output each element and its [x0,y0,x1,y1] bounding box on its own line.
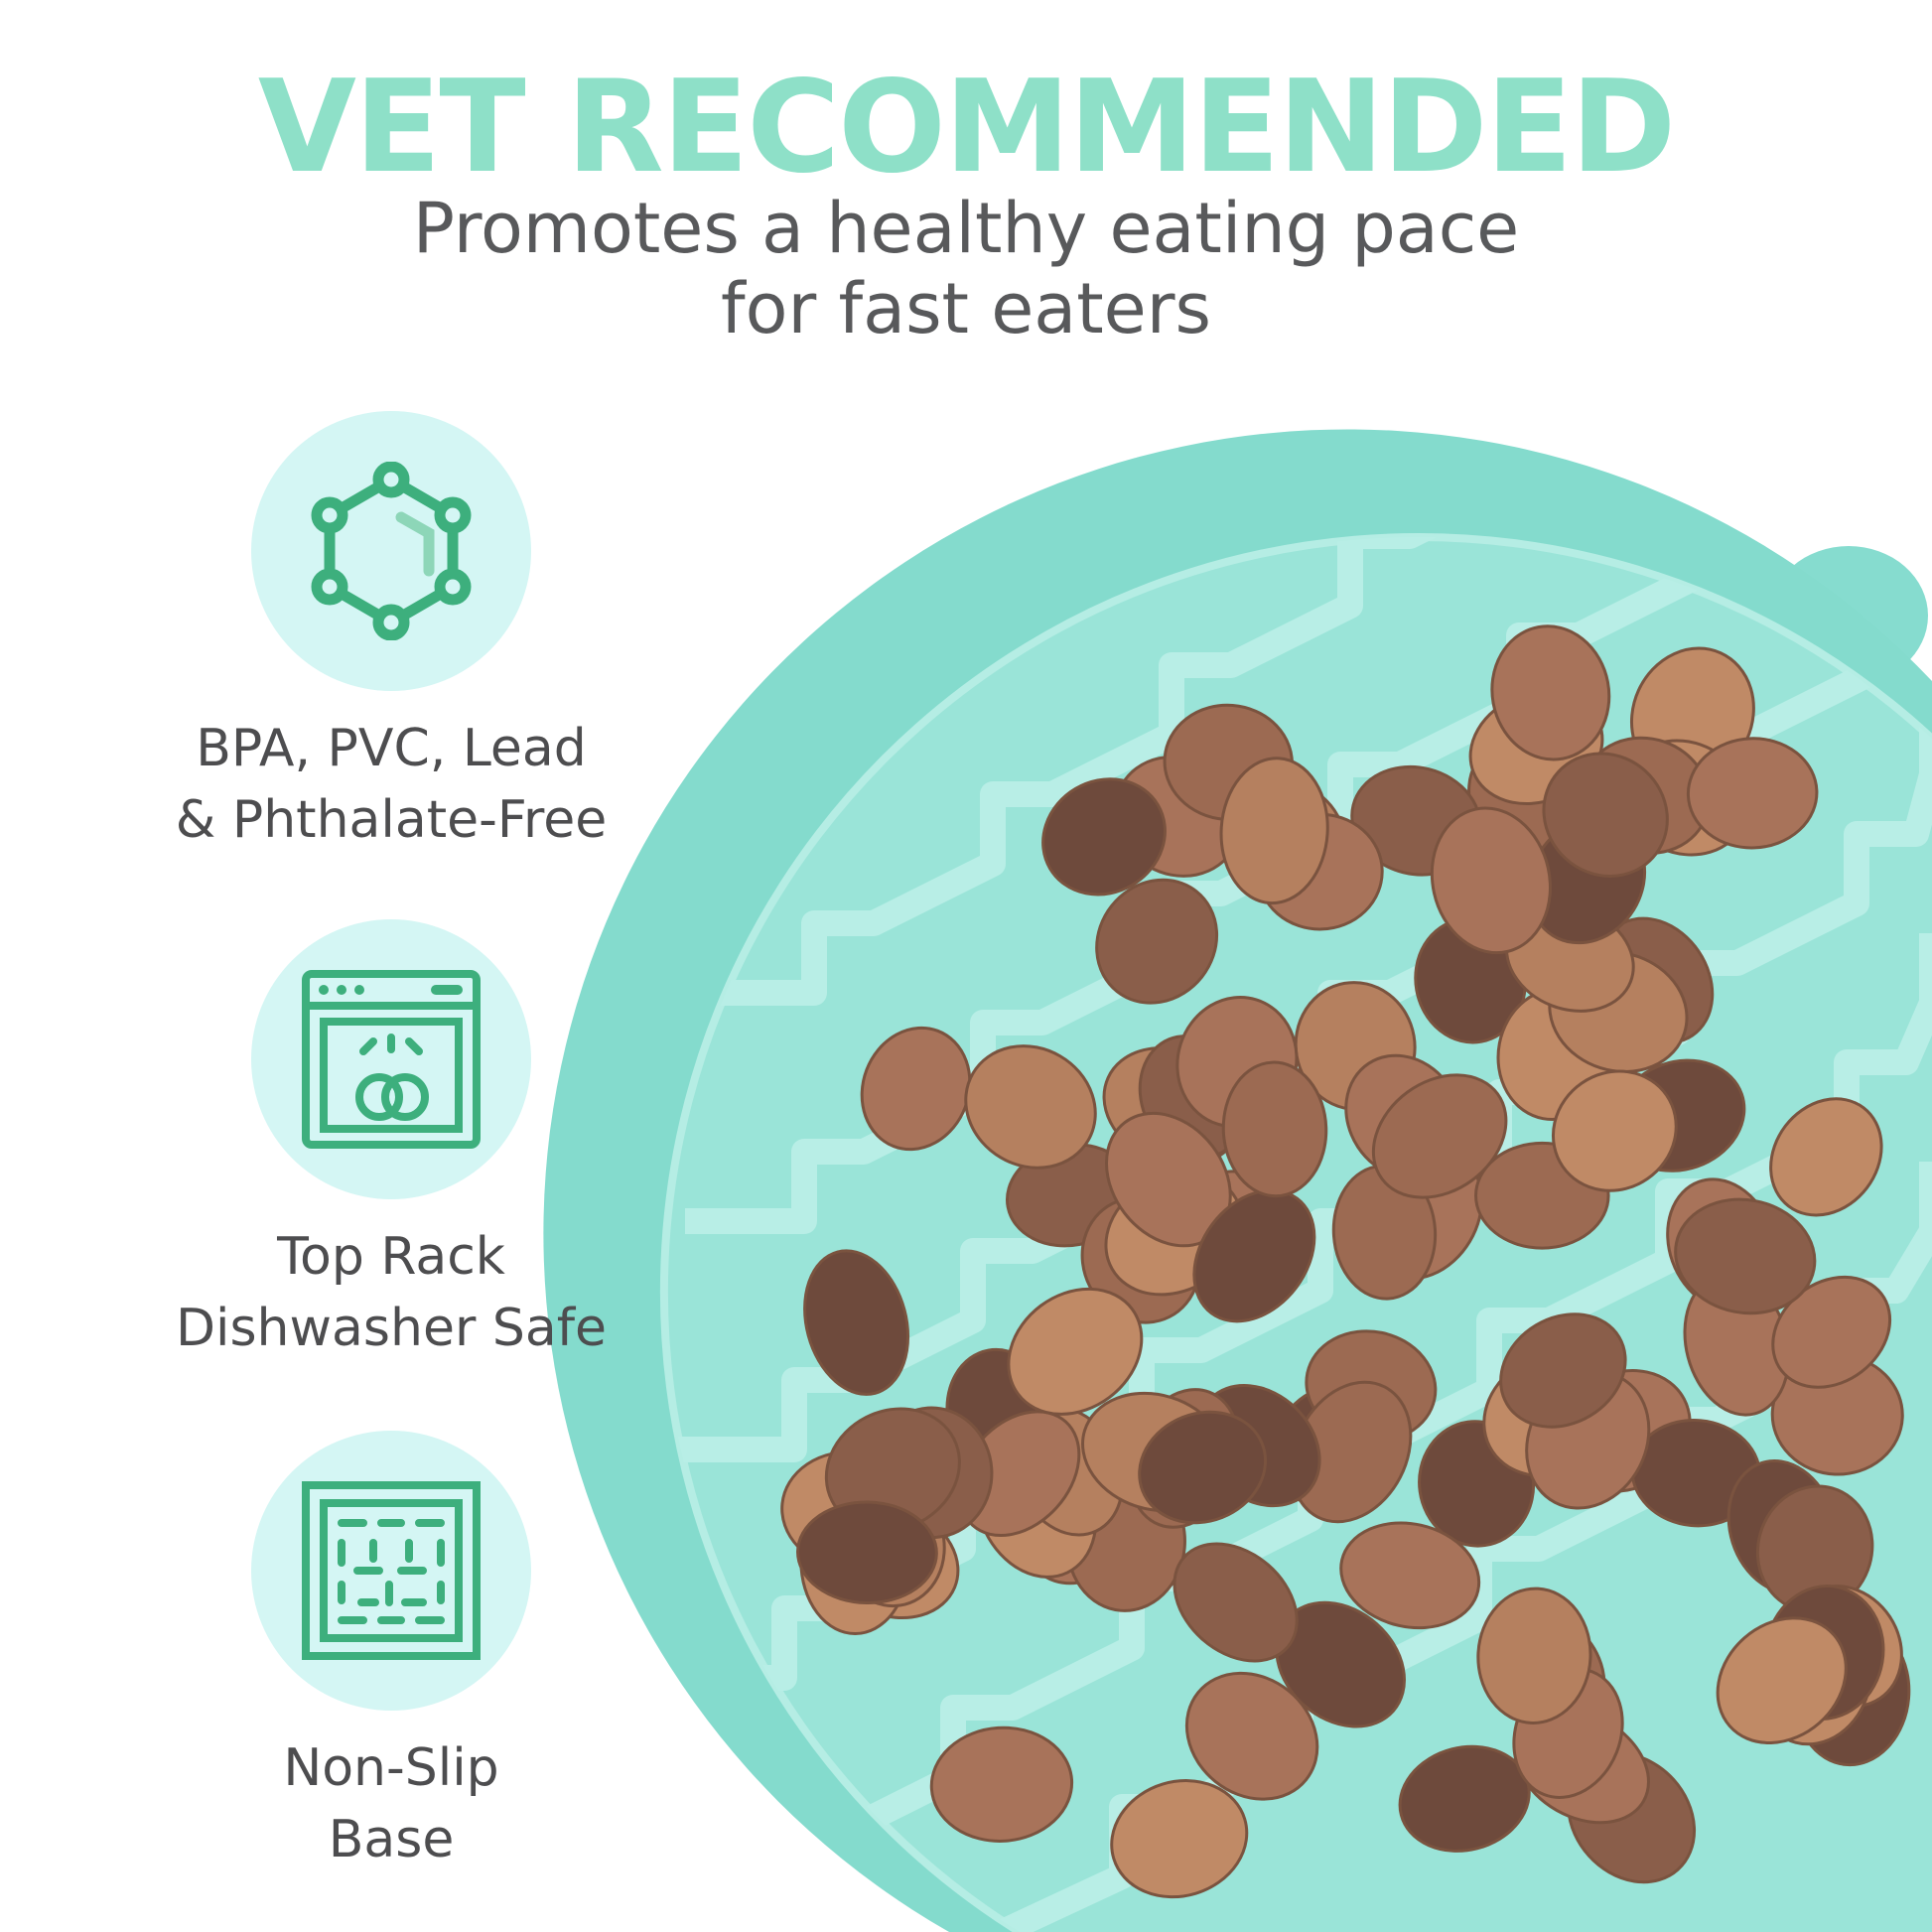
feature-line: & Phthalate-Free [175,790,608,850]
kibble-piece [1138,1410,1268,1525]
kibble-piece [1686,737,1819,850]
kibble-piece [1430,806,1552,955]
kibble-piece [1499,1312,1627,1429]
kibble-piece [1110,1779,1249,1899]
feature-line: Dishwasher Safe [175,1299,608,1358]
kibble-piece [1095,878,1219,1005]
kibble-piece [1542,752,1669,878]
feature-line: Base [328,1810,455,1869]
kibble-piece [1184,1671,1319,1801]
molecule-icon [311,462,472,640]
subheadline-line2: for fast eaters [721,268,1211,349]
feature-label-dishwasher: Top Rack Dishwasher Safe [60,1221,723,1364]
feature-icon-circle-dishwasher [251,919,531,1199]
kibble-piece [803,1249,910,1396]
feature-line: BPA, PVC, Lead [196,719,587,778]
feature-line: Top Rack [277,1227,505,1287]
bowl-inner-rim-line [659,532,1932,1932]
feature-icon-circle-bpa-free [251,411,531,691]
kibble-piece [1041,777,1167,897]
kibble-piece [964,1044,1097,1170]
kibble-piece [1476,1587,1592,1725]
kibble-piece [1490,624,1611,761]
kibble-piece [1769,1097,1883,1217]
kibble-piece [796,1500,938,1605]
feature-label-non-slip: Non-Slip Base [60,1732,723,1875]
kibble-piece [929,1725,1074,1843]
feature-line: Non-Slip [283,1738,499,1798]
kibble-piece [1221,1060,1328,1198]
kibble-piece [1371,1073,1508,1199]
kibble-piece [1173,1542,1299,1663]
non-slip-grid-icon [302,1481,481,1660]
headline: VET RECOMMENDED [257,54,1676,202]
bowl-ridge [695,536,1932,1006]
kibble-piece [1192,1188,1316,1323]
kibble-piece [1007,1287,1144,1416]
kibble-piece [1339,1521,1481,1630]
kibble-piece [1716,1616,1848,1745]
kibble-piece [1219,757,1329,905]
feature-icon-circle-non-slip [251,1431,531,1711]
dishwasher-icon [302,970,481,1149]
feature-label-bpa-free: BPA, PVC, Lead & Phthalate-Free [60,713,723,856]
subheadline-line1: Promotes a healthy eating pace [412,188,1520,269]
kibble-piece [1551,1069,1678,1192]
kibble-piece [1674,1197,1817,1315]
